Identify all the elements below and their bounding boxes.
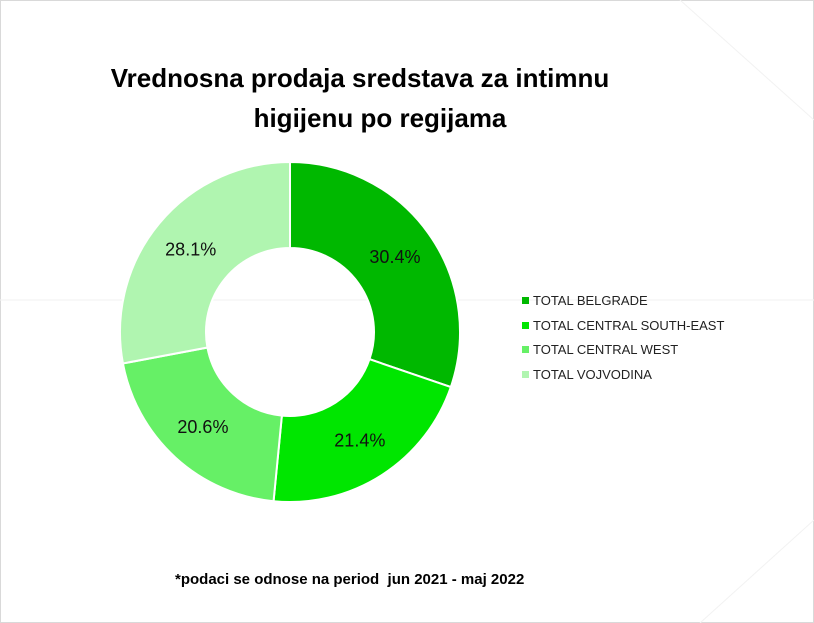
donut-slice-1 <box>272 357 453 503</box>
footnote: *podaci se odnose na period jun 2021 - m… <box>175 571 525 588</box>
legend-item-3: TOTAL VOJVODINA <box>522 362 724 387</box>
legend-label-2: TOTAL CENTRAL WEST <box>533 342 679 358</box>
legend-label-1: TOTAL CENTRAL SOUTH-EAST <box>533 317 725 333</box>
chart-title: Vrednosna prodaja sredstava za intimnu h… <box>40 58 680 138</box>
data-label-3: 28.1% <box>165 240 216 260</box>
legend-swatch-0 <box>522 296 529 304</box>
chart-title-line-1: Vrednosna prodaja sredstava za intimnu <box>110 63 610 93</box>
legend-swatch-2 <box>522 346 529 354</box>
legend-label-0: TOTAL BELGRADE <box>533 292 648 308</box>
legend-swatch-3 <box>522 370 529 378</box>
legend-swatch-1 <box>522 321 529 329</box>
data-label-1: 21.4% <box>334 430 385 450</box>
legend-item-2: TOTAL CENTRAL WEST <box>522 337 724 362</box>
data-label-0: 30.4% <box>369 247 420 267</box>
donut-slice-3 <box>119 160 291 365</box>
legend-label-3: TOTAL VOJVODINA <box>533 366 652 382</box>
chart-title-line-2: higijenu po regijama <box>253 103 507 133</box>
donut-slice-2 <box>121 346 283 503</box>
legend-item-0: TOTAL BELGRADE <box>522 288 724 313</box>
legend-item-1: TOTAL CENTRAL SOUTH-EAST <box>522 313 724 338</box>
data-label-2: 20.6% <box>177 417 228 437</box>
chart-legend: TOTAL BELGRADE TOTAL CENTRAL SOUTH-EAST TO… <box>522 288 724 387</box>
donut-slice-0 <box>289 160 461 389</box>
